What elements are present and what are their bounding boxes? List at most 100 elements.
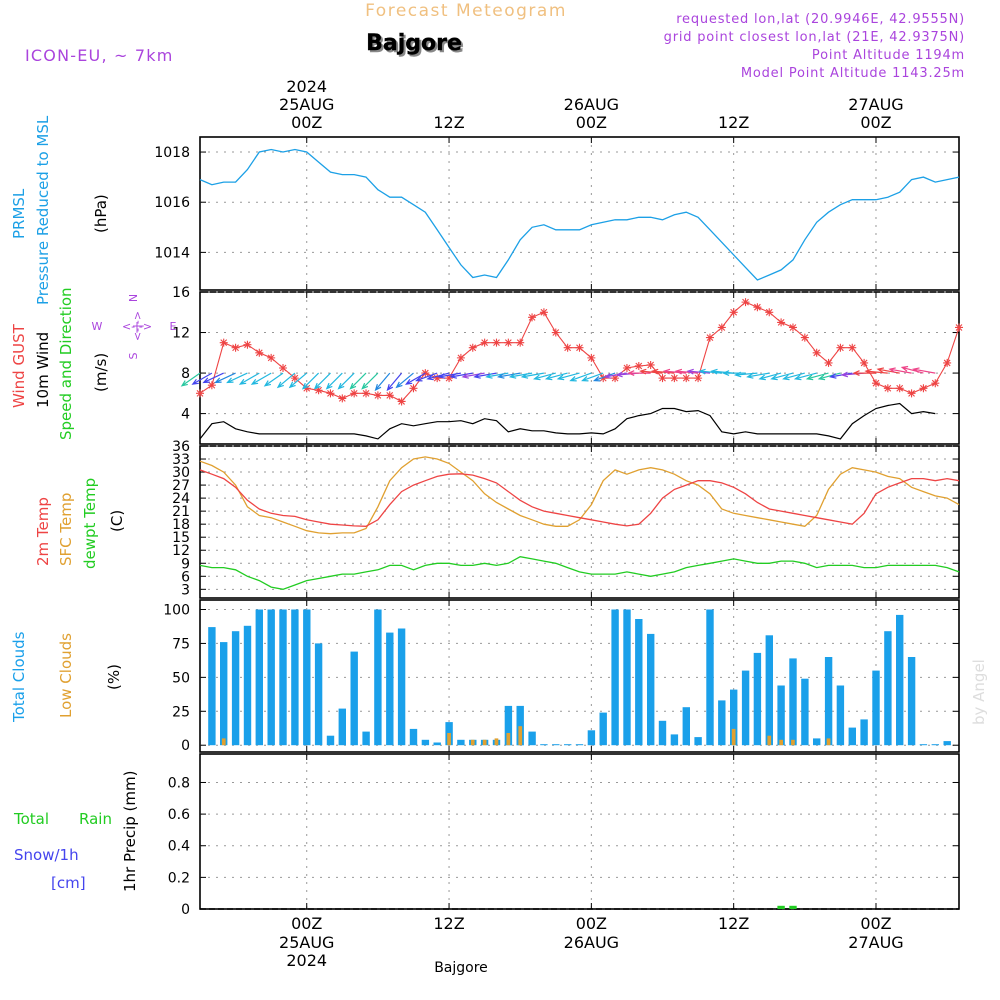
total-cloud-bar bbox=[670, 734, 679, 746]
total-cloud-bar bbox=[777, 685, 785, 746]
wind-label-unit: (m/s) bbox=[92, 353, 110, 392]
gust-marker bbox=[290, 374, 299, 383]
wind-arrow bbox=[250, 372, 272, 385]
temp-ytick-label: 15 bbox=[172, 530, 190, 546]
model-label: ICON-EU, ~ 7km bbox=[25, 46, 174, 65]
wind-arrow bbox=[404, 372, 426, 385]
low-cloud-bar bbox=[518, 726, 523, 746]
precip-bar bbox=[777, 905, 785, 909]
low-cloud-bar bbox=[494, 738, 499, 746]
wind-arrow bbox=[415, 372, 438, 382]
gust-marker bbox=[800, 333, 809, 342]
low-cloud-bar bbox=[470, 739, 475, 746]
precip-ytick-label: 0.8 bbox=[168, 775, 190, 791]
top-date-label: 26AUG bbox=[564, 95, 619, 114]
gust-marker bbox=[622, 364, 631, 372]
sfc-temp-line bbox=[199, 456, 960, 535]
gridpoint-coords: grid point closest lon,lat (21E, 42.9375… bbox=[664, 30, 965, 45]
total-cloud-bar bbox=[682, 707, 690, 746]
clouds-ytick-label: 100 bbox=[163, 603, 190, 619]
gust-marker bbox=[373, 391, 382, 400]
wind-arrow bbox=[449, 372, 473, 379]
pressure-label-unit: (hPa) bbox=[92, 194, 110, 233]
top-date-label: 27AUG bbox=[848, 95, 903, 114]
total-cloud-bar bbox=[611, 609, 619, 746]
total-cloud-bar bbox=[884, 631, 892, 746]
temp-label-sfc: SFC Temp bbox=[57, 493, 75, 566]
precip-label-snow: Snow/1h bbox=[14, 846, 79, 864]
gust-marker bbox=[516, 338, 525, 347]
wind-arrow bbox=[581, 372, 604, 382]
gust-marker bbox=[883, 384, 892, 393]
total-cloud-bar bbox=[433, 742, 441, 746]
gust-marker bbox=[421, 369, 430, 378]
clouds-label-low: Low Clouds bbox=[57, 633, 75, 718]
gust-marker bbox=[705, 333, 714, 342]
gust-line bbox=[199, 301, 960, 403]
wind-arrow bbox=[900, 365, 924, 374]
wind-arrow bbox=[426, 372, 450, 381]
wind-arrow bbox=[864, 368, 888, 375]
total-cloud-bar bbox=[362, 731, 370, 746]
clouds-label-total: Total Clouds bbox=[10, 631, 28, 723]
total-cloud-bar bbox=[540, 744, 548, 746]
gust-marker bbox=[326, 389, 335, 398]
pressure-frame bbox=[199, 136, 960, 291]
total-cloud-bar bbox=[516, 705, 524, 746]
precip-frame bbox=[199, 753, 960, 910]
precip-label-rain: Rain bbox=[79, 810, 112, 828]
gust-marker bbox=[279, 364, 288, 372]
gust-marker bbox=[492, 338, 501, 347]
wind-arrow bbox=[674, 368, 699, 375]
total-cloud-bar bbox=[374, 609, 382, 746]
compass-north: N bbox=[127, 294, 140, 302]
total-cloud-bar bbox=[350, 651, 358, 746]
bottom-date-label: 27AUG bbox=[848, 933, 903, 952]
wind-arrow bbox=[544, 372, 568, 381]
gust-markers bbox=[196, 298, 963, 406]
wind-arrow bbox=[485, 372, 509, 379]
bottom-time-label: 12Z bbox=[718, 914, 749, 933]
total-cloud-bar bbox=[647, 633, 655, 746]
gust-marker bbox=[848, 343, 857, 352]
dewpoint-line bbox=[199, 556, 960, 590]
gust-marker bbox=[646, 360, 655, 369]
pressure-label-desc: Pressure Reduced to MSL bbox=[34, 115, 52, 305]
temp-label-dew: dewpt Temp bbox=[81, 478, 99, 569]
total-cloud-bar bbox=[421, 739, 430, 746]
wind-arrow bbox=[313, 372, 331, 390]
gust-marker bbox=[243, 340, 252, 349]
total-cloud-bar bbox=[836, 685, 845, 746]
compass-south: S bbox=[127, 352, 140, 359]
gust-marker bbox=[765, 308, 774, 317]
gust-marker bbox=[694, 374, 703, 383]
pressure-ytick-label: 1018 bbox=[154, 145, 190, 161]
wind-arrow bbox=[532, 372, 556, 381]
gust-marker bbox=[717, 323, 726, 332]
wind-arrow bbox=[639, 368, 663, 375]
wind-arrow bbox=[770, 372, 794, 381]
total-cloud-bar bbox=[220, 642, 228, 746]
gust-marker bbox=[836, 343, 845, 352]
total-cloud-bar bbox=[208, 627, 216, 746]
gust-marker bbox=[931, 379, 940, 388]
gust-marker bbox=[575, 343, 584, 352]
panel-frames bbox=[199, 136, 960, 910]
low-cloud-bar bbox=[791, 739, 795, 746]
gust-marker bbox=[504, 338, 513, 347]
low-cloud-bar bbox=[482, 739, 487, 746]
clouds-panel: Total Clouds Low Clouds (%) 0 25 50 75 100 bbox=[10, 603, 959, 754]
wind-arrow bbox=[191, 372, 213, 385]
wind-arrow bbox=[782, 372, 805, 381]
wind-arrow bbox=[852, 370, 876, 376]
pressure-series-line bbox=[199, 148, 960, 281]
wind-arrow bbox=[473, 372, 497, 379]
total-cloud-bar bbox=[255, 609, 263, 746]
temp-ytick-label: 33 bbox=[172, 452, 190, 468]
footer-location: Bajgore bbox=[434, 960, 488, 976]
gust-marker bbox=[551, 328, 560, 337]
bottom-time-label: 12Z bbox=[433, 914, 464, 933]
wind-arrow bbox=[686, 368, 711, 375]
compass-arrows-v: <-|-> bbox=[131, 311, 144, 341]
